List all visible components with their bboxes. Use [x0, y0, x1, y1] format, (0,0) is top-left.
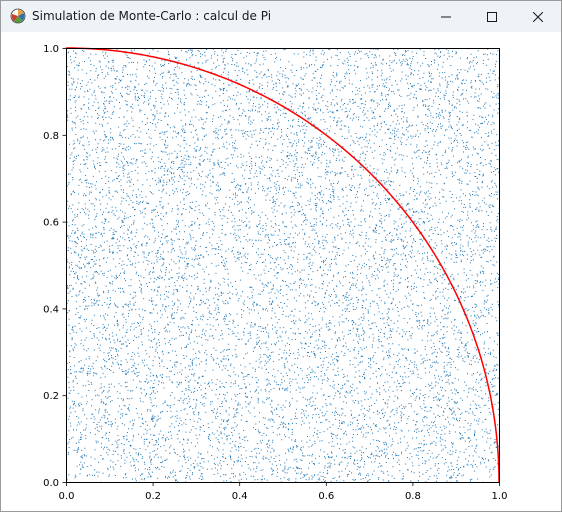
- y-tick-label: 0.0: [43, 478, 59, 489]
- x-tick-label: 0.0: [59, 491, 75, 502]
- maximize-button[interactable]: [469, 1, 515, 32]
- title-bar[interactable]: Simulation de Monte-Carlo : calcul de Pi: [1, 1, 561, 32]
- quarter-circle-curve: [65, 47, 500, 483]
- y-tick-label: 0.2: [43, 391, 59, 402]
- y-tick-label: 1.0: [43, 44, 59, 55]
- y-tick-label: 0.8: [43, 131, 59, 142]
- x-tick-label: 0.4: [232, 491, 248, 502]
- scatter-points: [66, 48, 500, 483]
- axes-frame: [66, 48, 500, 483]
- x-tick-label: 1.0: [492, 491, 508, 502]
- scatter-point-cloud: [66, 48, 500, 483]
- minimize-icon: [441, 16, 451, 17]
- y-tick-label: 0.6: [43, 218, 59, 229]
- x-tick-label: 0.8: [405, 491, 421, 502]
- y-tick-label: 0.4: [43, 304, 59, 315]
- minimize-button[interactable]: [423, 1, 469, 32]
- y-axis-ticks: 0.0 0.2 0.4 0.6 0.8 1.0: [43, 44, 67, 489]
- x-tick-label: 0.6: [318, 491, 334, 502]
- maximize-icon: [487, 11, 497, 22]
- close-icon: [533, 11, 543, 22]
- close-button[interactable]: [515, 1, 561, 32]
- window-title: Simulation de Monte-Carlo : calcul de Pi: [32, 9, 272, 23]
- scatter-plot: 0.0 0.2 0.4 0.6 0.8 1.0 0.0 0.2 0.4 0.6 0.8 1.0: [43, 44, 508, 502]
- x-tick-label: 0.2: [145, 491, 161, 502]
- figure-canvas[interactable]: 0.0 0.2 0.4 0.6 0.8 1.0 0.0 0.2 0.4 0.6 0.8 1.0: [1, 32, 561, 511]
- x-axis-ticks: 0.0 0.2 0.4 0.6 0.8 1.0: [59, 482, 508, 502]
- matplotlib-icon: [10, 8, 26, 24]
